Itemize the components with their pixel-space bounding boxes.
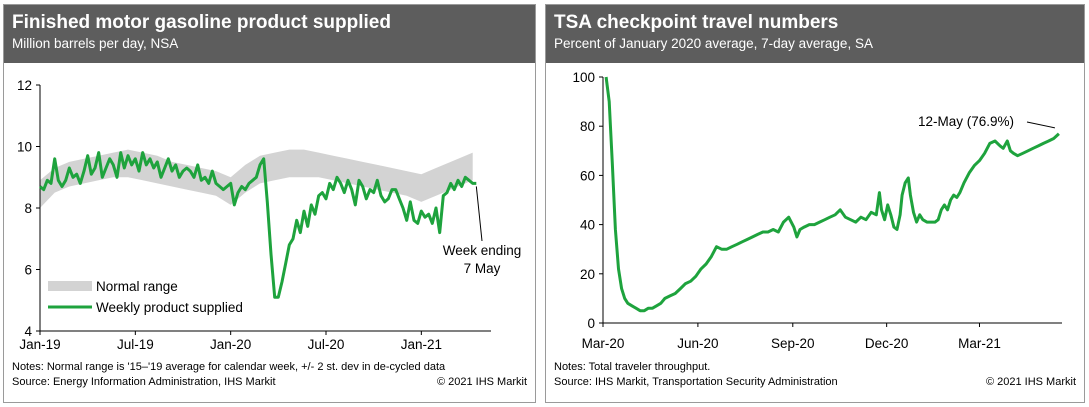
chart-copyright: © 2021 IHS Markit xyxy=(436,376,527,388)
x-tick-label: Mar-20 xyxy=(582,336,625,351)
chart-title: Finished motor gasoline product supplied xyxy=(12,12,391,33)
y-tick-label: 6 xyxy=(24,263,32,278)
annotation-label: 12-May (76.9%) xyxy=(918,114,1014,129)
weekly-product-supplied-line xyxy=(39,151,477,299)
x-tick-label: Jan-20 xyxy=(210,337,251,352)
chart-header: TSA checkpoint travel numbers Percent of… xyxy=(546,5,1084,63)
y-tick-label: 12 xyxy=(17,78,32,93)
chart-copyright: © 2021 IHS Markit xyxy=(985,376,1076,388)
chart-notes: Notes: Total traveler throughput. xyxy=(554,361,711,373)
chart-notes: Notes: Normal range is '15–'19 average f… xyxy=(12,361,446,373)
x-tick-label: Jan-21 xyxy=(401,337,442,352)
y-tick-label: 40 xyxy=(580,218,595,233)
annotation-text-line-1: Week ending xyxy=(443,243,522,258)
tsa-chart-panel: TSA checkpoint travel numbers Percent of… xyxy=(545,4,1085,403)
x-tick-label: Jul-20 xyxy=(308,337,345,352)
x-tick-label: Mar-21 xyxy=(958,336,1001,351)
x-tick-label: Sep-20 xyxy=(771,336,815,351)
annotation-text-line-2: 7 May xyxy=(464,261,501,276)
chart-title: TSA checkpoint travel numbers xyxy=(554,12,839,33)
chart-subtitle: Million barrels per day, NSA xyxy=(12,36,179,51)
chart-source: Source: IHS Markit, Transportation Secur… xyxy=(554,376,838,388)
tsa-travel-line xyxy=(604,76,1060,313)
chart-subtitle: Percent of January 2020 average, 7-day a… xyxy=(554,36,873,51)
x-tick-label: Jul-19 xyxy=(117,337,154,352)
x-tick-label: Dec-20 xyxy=(865,336,909,351)
y-tick-label: 100 xyxy=(572,70,595,85)
x-tick-label: Jun-20 xyxy=(677,336,718,351)
chart-source: Source: Energy Information Administratio… xyxy=(12,376,276,388)
chart-header: Finished motor gasoline product supplied… xyxy=(4,5,535,63)
y-tick-label: 60 xyxy=(580,168,595,183)
y-tick-label: 10 xyxy=(17,140,32,155)
annotation-leader xyxy=(475,186,483,242)
y-tick-label: 8 xyxy=(24,201,32,216)
x-tick-label: Jan-19 xyxy=(19,337,60,352)
legend-band-swatch xyxy=(48,281,92,291)
tsa-line-chart: 0 20 40 60 80 100 Mar-20 Jun-20 Sep-20 Dec-20 Mar-… xyxy=(572,70,1062,351)
legend-band-label: Normal range xyxy=(96,279,178,294)
y-tick-label: 0 xyxy=(587,316,595,331)
y-tick-label: 4 xyxy=(24,324,32,339)
y-tick-label: 20 xyxy=(580,267,595,282)
gasoline-chart-panel: Finished motor gasoline product supplied… xyxy=(3,4,536,403)
annotation-leader xyxy=(1026,121,1056,129)
gasoline-line-chart: 4 6 8 10 12 Jan-19 Jul-19 Jan-20 Jul-20 Jan-21 Nor… xyxy=(17,78,522,352)
legend-line-label: Weekly product supplied xyxy=(96,300,243,315)
y-tick-label: 80 xyxy=(580,119,595,134)
